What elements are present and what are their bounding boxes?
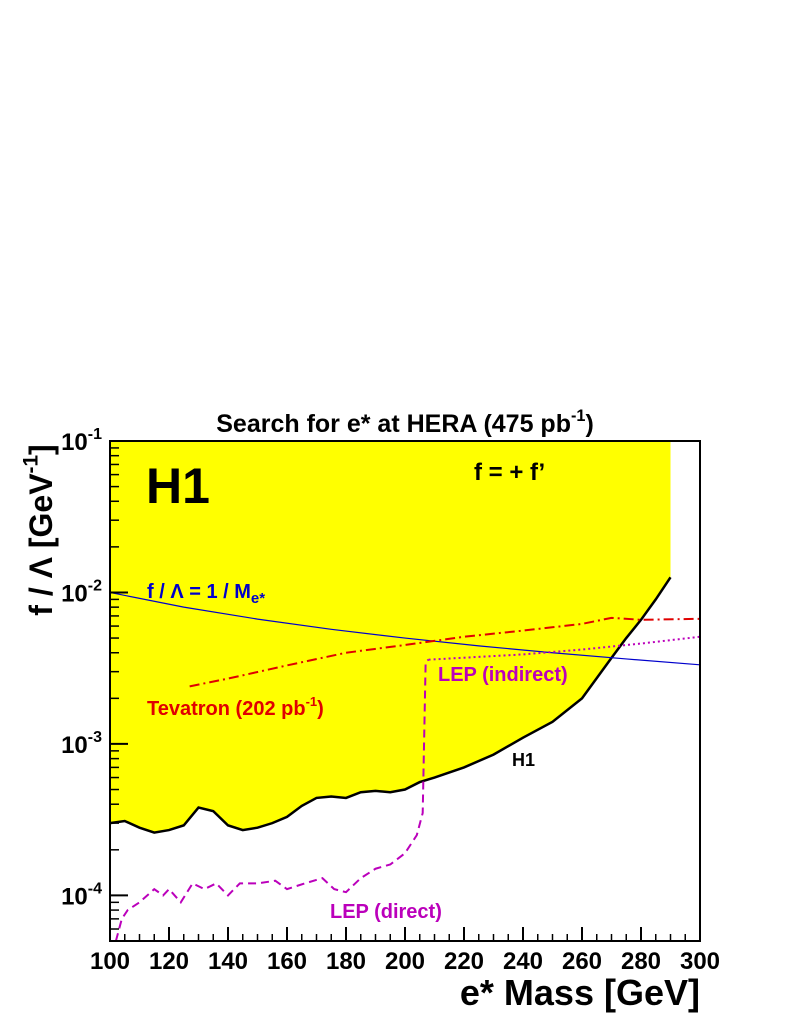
y-tick-base: 10 (61, 429, 88, 456)
x-tick-label: 120 (149, 948, 189, 975)
y-tick-label: 10-2 (61, 577, 102, 607)
y-tick-base: 10 (61, 883, 88, 910)
chart-title-part: Search for e* at HERA (475 pb (216, 410, 571, 438)
x-tick-label: 140 (208, 948, 248, 975)
x-tick-label: 200 (385, 948, 425, 975)
series-label-part: ) (317, 698, 324, 720)
series-label-part: Tevatron (202 pb (147, 698, 306, 720)
chart-title: Search for e* at HERA (475 pb-1) (216, 407, 594, 438)
y-tick-label: 10-4 (61, 880, 102, 910)
y-axis-label: f / Λ [GeV-1] (20, 444, 59, 615)
y-tick-exp: -3 (88, 729, 102, 746)
curve (109, 591, 701, 666)
series-label: H1 (512, 750, 535, 770)
annotation: H1 (146, 458, 210, 514)
series-label-part: LEP (direct) (330, 901, 442, 923)
chart-title-part: -1 (571, 407, 585, 425)
x-tick-label: 300 (680, 948, 720, 975)
x-axis-label: e* Mass [GeV] (460, 972, 700, 1013)
annotation: f = + f’ (474, 459, 545, 486)
series-label: Tevatron (202 pb-1) (147, 694, 324, 720)
series-label-part: -1 (306, 694, 318, 709)
x-tick-label: 160 (267, 948, 307, 975)
y-tick-label: 10-3 (61, 729, 102, 759)
series-label-part: H1 (512, 750, 535, 770)
series-label-part: e* (251, 590, 265, 607)
chart-title-part: ) (585, 410, 593, 438)
series-label-part: LEP (indirect) (438, 664, 568, 686)
x-tick-label: 220 (444, 948, 484, 975)
y-tick-base: 10 (61, 580, 88, 607)
curve (109, 576, 672, 834)
x-tick-label: 240 (503, 948, 543, 975)
y-tick-exp: -4 (88, 880, 102, 897)
y-axis-label-part: f / Λ [GeV (23, 473, 59, 616)
x-tick-label: 100 (90, 948, 130, 975)
series-label: LEP (indirect) (438, 664, 568, 686)
x-tick-label: 180 (326, 948, 366, 975)
x-tick-label: 280 (621, 948, 661, 975)
y-tick-exp: -2 (88, 577, 102, 594)
y-tick-exp: -1 (88, 426, 102, 443)
y-tick-base: 10 (61, 732, 88, 759)
curve (114, 658, 430, 942)
y-axis-label-part: -1 (20, 455, 43, 474)
y-tick-label: 10-1 (61, 426, 102, 456)
series-label: f / Λ = 1 / Me* (147, 581, 265, 607)
y-axis-label-part: ] (23, 444, 59, 455)
x-tick-label: 260 (562, 948, 602, 975)
series-label: LEP (direct) (330, 901, 442, 923)
series-label-part: f / Λ = 1 / M (147, 581, 251, 603)
